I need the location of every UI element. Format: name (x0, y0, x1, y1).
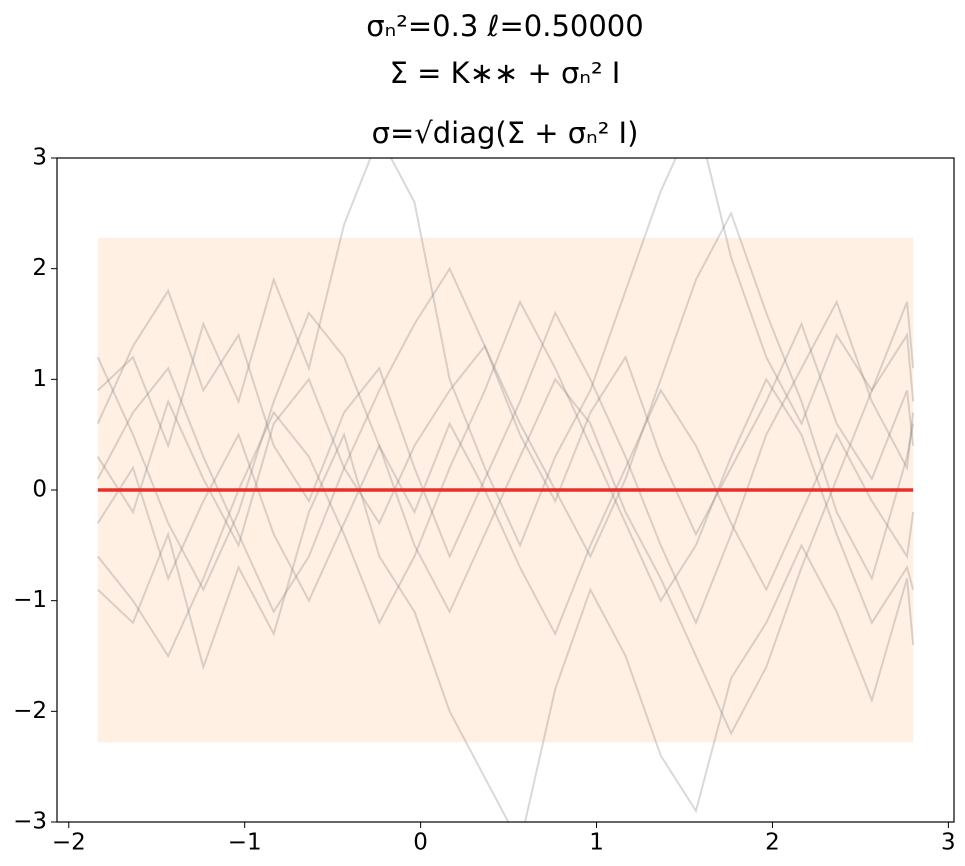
sample-line (97, 431, 915, 822)
chart-title: σₙ²=0.3 ℓ=0.50000 (366, 9, 643, 43)
sample-line (96, 321, 915, 548)
y-tick-label: 2 (32, 255, 47, 281)
sample-line (96, 288, 915, 626)
y-tick-label: 1 (32, 366, 47, 392)
x-tick-label: 3 (941, 830, 956, 856)
y-tick-label: −2 (13, 698, 47, 724)
y-tick-label: −3 (13, 809, 47, 835)
chart-title: Σ = K∗∗ + σₙ² I (390, 56, 621, 90)
x-tick-label: 0 (413, 830, 428, 856)
x-tick-label: −1 (228, 830, 262, 856)
x-tick-label: 2 (765, 830, 780, 856)
chart-title: σ=√diag(Σ + σₙ² I) (372, 116, 639, 150)
sample-line (97, 158, 915, 548)
sample-line (96, 210, 915, 614)
y-tick-label: −1 (13, 587, 47, 613)
y-tick-label: 3 (32, 145, 47, 171)
y-tick-label: 0 (32, 477, 47, 503)
x-tick-label: −2 (52, 830, 86, 856)
sample-line (96, 388, 915, 637)
x-tick-label: 1 (589, 830, 604, 856)
sample-line (96, 310, 915, 736)
plot-area (96, 158, 915, 822)
